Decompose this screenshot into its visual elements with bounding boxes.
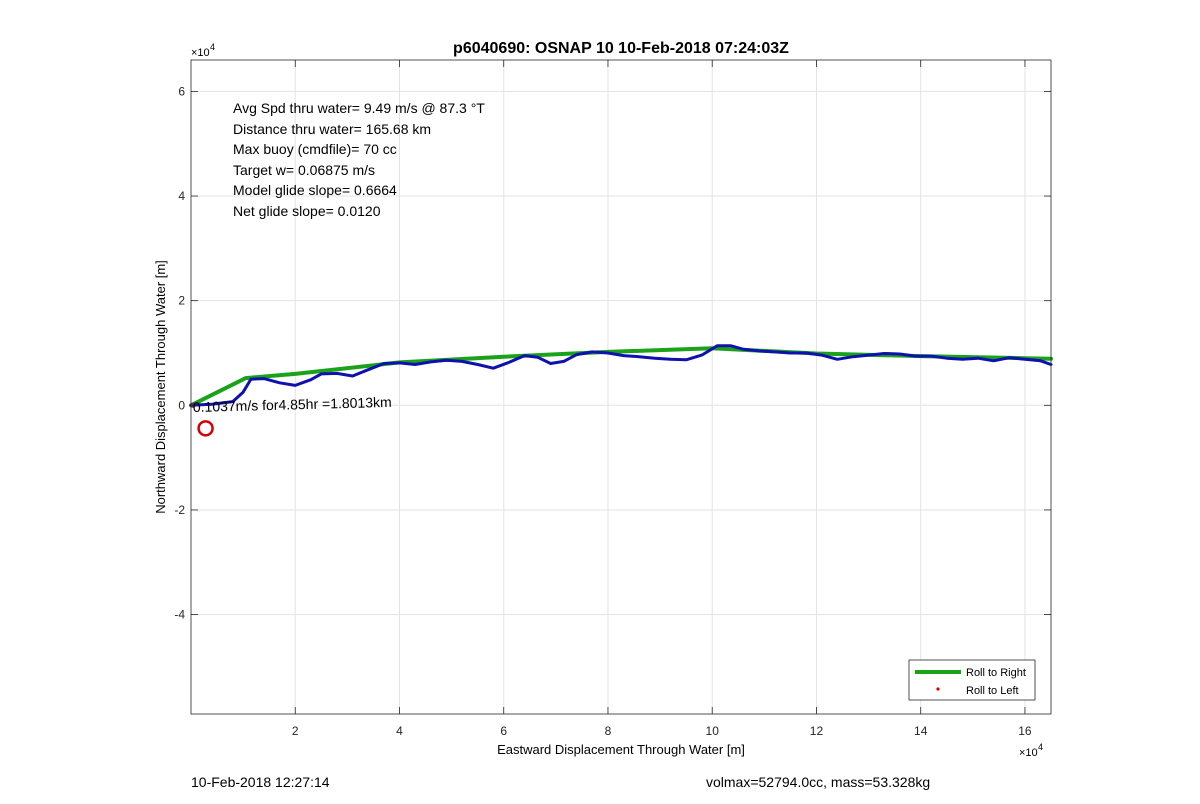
- y-exponent-power: 4: [210, 42, 215, 52]
- y-tick-label: 4: [178, 189, 185, 203]
- current-annotation: 0.1037m/s for4.85hr =1.8013km: [193, 394, 392, 415]
- y-exponent-base: ×10: [191, 47, 210, 59]
- annotation-target-w: Target w= 0.06875 m/s: [233, 162, 375, 178]
- series-layer: [189, 344, 1053, 437]
- legend: Roll to Right Roll to Left: [908, 659, 1036, 701]
- x-tick-label: 10: [706, 724, 720, 738]
- annotation-avg-speed: Avg Spd thru water= 9.49 m/s @ 87.3 °T: [233, 100, 485, 116]
- x-exponent: ×10 4: [1019, 742, 1043, 759]
- annotation-model-glide: Model glide slope= 0.6664: [233, 182, 397, 198]
- series-track-line: [189, 344, 1053, 407]
- y-tick-label: 0: [178, 398, 185, 412]
- legend-label-roll-right: Roll to Right: [966, 667, 1026, 679]
- x-tick-label: 6: [500, 724, 507, 738]
- y-tick-label: -2: [174, 503, 185, 517]
- chart-title: p6040690: OSNAP 10 10-Feb-2018 07:24:03Z: [453, 40, 789, 57]
- y-tick-label: -4: [174, 608, 185, 622]
- x-axis-label: Eastward Displacement Through Water [m]: [497, 742, 745, 757]
- y-tick-label: 6: [178, 84, 185, 98]
- grid-lines: [191, 60, 1051, 714]
- x-exponent-base: ×10: [1019, 747, 1038, 759]
- current-marker: [197, 420, 214, 437]
- x-tick-label: 16: [1018, 724, 1032, 738]
- axis-ticks: 2 4 6 8 10 12 14 16 -4 -2 0 2 4 6: [174, 60, 1051, 738]
- y-axis-label: Northward Displacement Through Water [m]: [153, 260, 168, 514]
- annotation-net-glide: Net glide slope= 0.0120: [233, 203, 381, 219]
- footer-volmax: volmax=52794.0cc, mass=53.328kg: [706, 774, 931, 790]
- annotation-distance: Distance thru water= 165.68 km: [233, 121, 431, 137]
- legend-swatch-roll-left: [936, 687, 940, 691]
- footer-timestamp: 10-Feb-2018 12:27:14: [191, 774, 330, 790]
- x-tick-label: 2: [292, 724, 299, 738]
- legend-box: [908, 659, 1036, 701]
- x-tick-label: 8: [605, 724, 612, 738]
- x-exponent-power: 4: [1038, 742, 1043, 752]
- stats-annotations: Avg Spd thru water= 9.49 m/s @ 87.3 °T D…: [233, 100, 485, 219]
- x-tick-label: 4: [396, 724, 403, 738]
- y-tick-label: 2: [178, 294, 185, 308]
- legend-label-roll-left: Roll to Left: [966, 685, 1019, 697]
- y-exponent: ×10 4: [191, 42, 215, 59]
- x-tick-label: 14: [914, 724, 928, 738]
- axes-box: [190, 59, 1052, 715]
- x-tick-label: 12: [810, 724, 824, 738]
- annotation-max-buoy: Max buoy (cmdfile)= 70 cc: [233, 141, 397, 157]
